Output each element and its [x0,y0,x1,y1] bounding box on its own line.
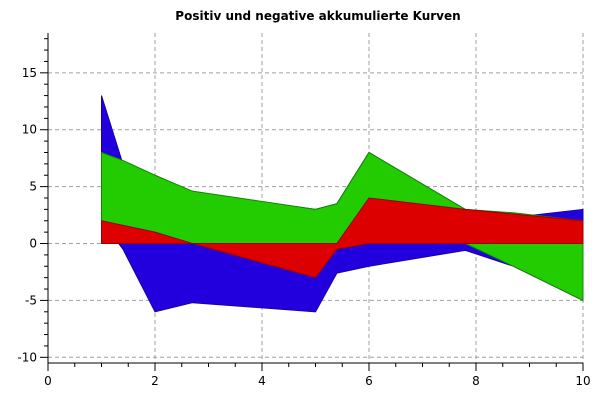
y-tick-label: -10 [17,350,37,364]
series-areas [101,95,584,313]
y-tick-label: 15 [22,66,37,80]
x-axis-ticks: 0 2 4 6 8 10 [44,363,591,388]
series-area-3 [101,197,584,279]
x-tick-label: 10 [575,374,590,388]
chart-title: Positiv und negative akkumulierte Kurven [175,9,460,23]
y-axis-ticks: -10 -5 0 5 10 15 [17,38,48,364]
y-tick-label: 10 [22,123,37,137]
x-tick-label: 6 [365,374,373,388]
x-tick-label: 2 [151,374,159,388]
x-tick-label: 4 [258,374,266,388]
x-tick-label: 8 [472,374,480,388]
y-tick-label: 5 [29,180,37,194]
y-tick-label: -5 [25,293,37,307]
y-tick-label: 0 [29,237,37,251]
x-tick-label: 0 [44,374,52,388]
